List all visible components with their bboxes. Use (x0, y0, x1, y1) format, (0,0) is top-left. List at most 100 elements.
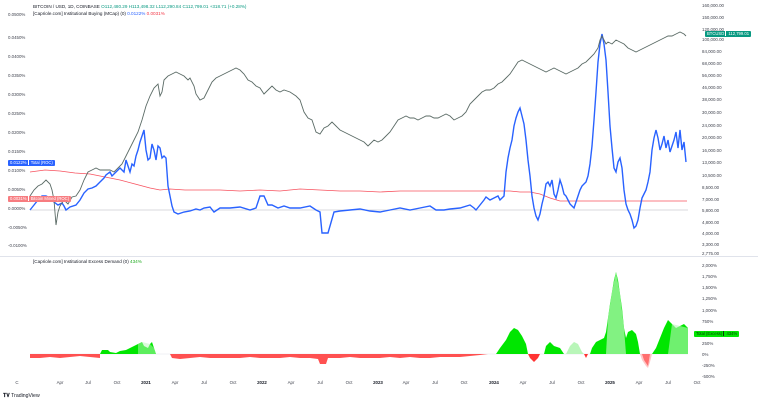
excess-axis-label: 1,500% (702, 285, 717, 290)
price-axis-label: 160,000.00 (702, 3, 724, 8)
left-axis-label: -0.0050% (8, 225, 27, 230)
right-price-axis[interactable]: 160,000.00 150,000.00 120,000.00 100,000… (702, 0, 758, 256)
left-axis-label: 0.0050% (8, 187, 26, 192)
total-excess-tag-value: 434% (723, 331, 738, 336)
time-axis-label: Jul (85, 380, 91, 385)
time-axis-label: Oct (693, 380, 701, 385)
price-axis-label: 4,000.00 (702, 231, 720, 236)
total-roc-tag-label: Total (ROC) (27, 160, 53, 165)
time-axis-label: Jul (665, 380, 671, 385)
price-axis-label: 16,000.00 (702, 148, 722, 153)
indicator1-title[interactable]: [Capriole.com] Institutional Buying (MCa… (33, 11, 126, 16)
time-axis-label: Jul (201, 380, 207, 385)
time-axis-label: Oct (229, 380, 237, 385)
indicator1-value-blue: 0.0122% (127, 11, 146, 16)
left-axis-label: 0.0200% (8, 130, 26, 135)
time-axis-label: Apr (519, 380, 527, 385)
total-excess-tag-label: Total (Excess) (696, 331, 723, 336)
time-axis-year-label: 2023 (373, 380, 383, 385)
left-axis-label: 0.0500% (8, 12, 26, 17)
excess-axis-label: -250% (702, 363, 715, 368)
price-axis-label: 84,000.00 (702, 49, 722, 54)
time-axis-label: C (15, 380, 19, 385)
ohlc-change: +318.71 (+0.28%) (209, 4, 247, 9)
price-axis-label: 4,800.00 (702, 220, 720, 225)
pane-separator[interactable] (0, 256, 758, 257)
price-axis-label: 20,000.00 (702, 135, 722, 140)
price-axis-label: 46,000.00 (702, 85, 722, 90)
ohlc-close: C112,799.01 (182, 4, 209, 9)
price-axis-label: 3,300.00 (702, 242, 720, 247)
tradingview-logo-text: TradingView (11, 393, 40, 399)
left-axis-label: 0.0450% (8, 35, 26, 40)
indicator2-value: 434% (130, 259, 142, 264)
ohlc-open: O112,480.29 (101, 4, 128, 9)
excess-demand-plot[interactable] (0, 258, 700, 378)
time-axis-year-label: 2025 (605, 380, 615, 385)
time-axis-label: Apr (635, 380, 643, 385)
left-axis-label: 0.0150% (8, 149, 26, 154)
time-axis-label: Jul (317, 380, 323, 385)
symbol-title[interactable]: BITCOIN / USD, 1D, COINBASE (33, 4, 100, 9)
left-axis-label: 0.0300% (8, 92, 26, 97)
time-axis-label: Jul (432, 380, 438, 385)
btc-price-tag-value: 112,799.01 (725, 31, 750, 36)
ohlc-low: L112,290.84 (155, 4, 182, 9)
tradingview-logo-icon: 𝐓𝐕 (3, 393, 10, 399)
time-axis-label: Apr (402, 380, 410, 385)
left-axis-label: 0.0400% (8, 54, 26, 59)
left-axis-label: 0.0250% (8, 111, 26, 116)
price-axis-label: 30,000.00 (702, 110, 722, 115)
indicator2-legend: [Capriole.com] Institutional Excess Dema… (33, 259, 142, 265)
excess-axis-label: 1,750% (702, 274, 717, 279)
time-axis-year-label: 2022 (257, 380, 267, 385)
left-axis-label: -0.0100% (8, 243, 27, 248)
price-axis-label: 56,000.00 (702, 73, 722, 78)
time-axis-label: Apr (287, 380, 295, 385)
excess-axis-label: 1,250% (702, 296, 717, 301)
left-axis-label: 0.0350% (8, 73, 26, 78)
indicator2-title[interactable]: [Capriole.com] Institutional Excess Dema… (33, 259, 129, 264)
price-axis-label: 10,500.00 (702, 173, 722, 178)
price-axis-label: 8,500.00 (702, 185, 720, 190)
right-excess-axis[interactable]: 2,000% 1,750% 1,500% 1,250% 1,000% 750% … (702, 258, 758, 383)
price-axis-label: 100,000.00 (702, 37, 724, 42)
price-axis-label: 7,000.00 (702, 197, 720, 202)
time-axis-label: Oct (460, 380, 468, 385)
time-axis-label: Apr (171, 380, 179, 385)
excess-axis-label: -500% (702, 374, 715, 379)
main-pane-plot[interactable] (0, 0, 700, 256)
indicator1-legend: [Capriole.com] Institutional Buying (MCa… (33, 11, 165, 17)
excess-axis-label: 750% (702, 319, 714, 324)
btc-price-tag-symbol: BTCUSD (707, 31, 725, 36)
time-axis-label: Jul (549, 380, 555, 385)
time-axis-label: Oct (577, 380, 585, 385)
price-axis-label: 2,775.00 (702, 251, 720, 256)
time-axis-label: Oct (345, 380, 353, 385)
excess-axis-label: 250% (702, 341, 714, 346)
left-axis-label: 0.0100% (8, 168, 26, 173)
price-axis-label: 5,800.00 (702, 208, 720, 213)
indicator1-value-red: 0.0031% (146, 11, 165, 16)
total-roc-tag: 0.0122% Total (ROC) (8, 160, 55, 166)
bitcoin-mined-tag-value: 0.0031% (10, 196, 27, 201)
left-axis-label: 0.0000% (8, 206, 26, 211)
total-excess-tag: Total (Excess) 434% (694, 331, 740, 337)
time-axis-year-label: 2021 (141, 380, 151, 385)
excess-axis-label: 0% (702, 352, 709, 357)
time-axis-year-label: 2024 (489, 380, 499, 385)
price-axis-label: 120,000.00 (702, 27, 724, 32)
price-axis-label: 13,000.00 (702, 160, 722, 165)
bitcoin-mined-roc-tag: 0.0031% Bitcoin Mined (ROC) (8, 196, 72, 202)
left-axis[interactable]: 0.0500% 0.0450% 0.0400% 0.0350% 0.0300% … (8, 0, 34, 255)
price-axis-label: 24,000.00 (702, 123, 722, 128)
price-axis-label: 150,000.00 (702, 15, 724, 20)
time-axis[interactable]: C Apr Jul Oct 2021 Apr Jul Oct 2022 Apr … (0, 380, 700, 390)
tradingview-branding[interactable]: 𝐓𝐕 TradingView (3, 393, 40, 400)
bitcoin-mined-tag-label: Bitcoin Mined (ROC) (27, 196, 70, 201)
time-axis-label: Oct (113, 380, 121, 385)
symbol-legend: BITCOIN / USD, 1D, COINBASE O112,480.29 … (33, 4, 246, 10)
ohlc-high: H113,498.32 (128, 4, 155, 9)
excess-axis-label: 1,000% (702, 308, 717, 313)
price-axis-label: 38,000.00 (702, 97, 722, 102)
